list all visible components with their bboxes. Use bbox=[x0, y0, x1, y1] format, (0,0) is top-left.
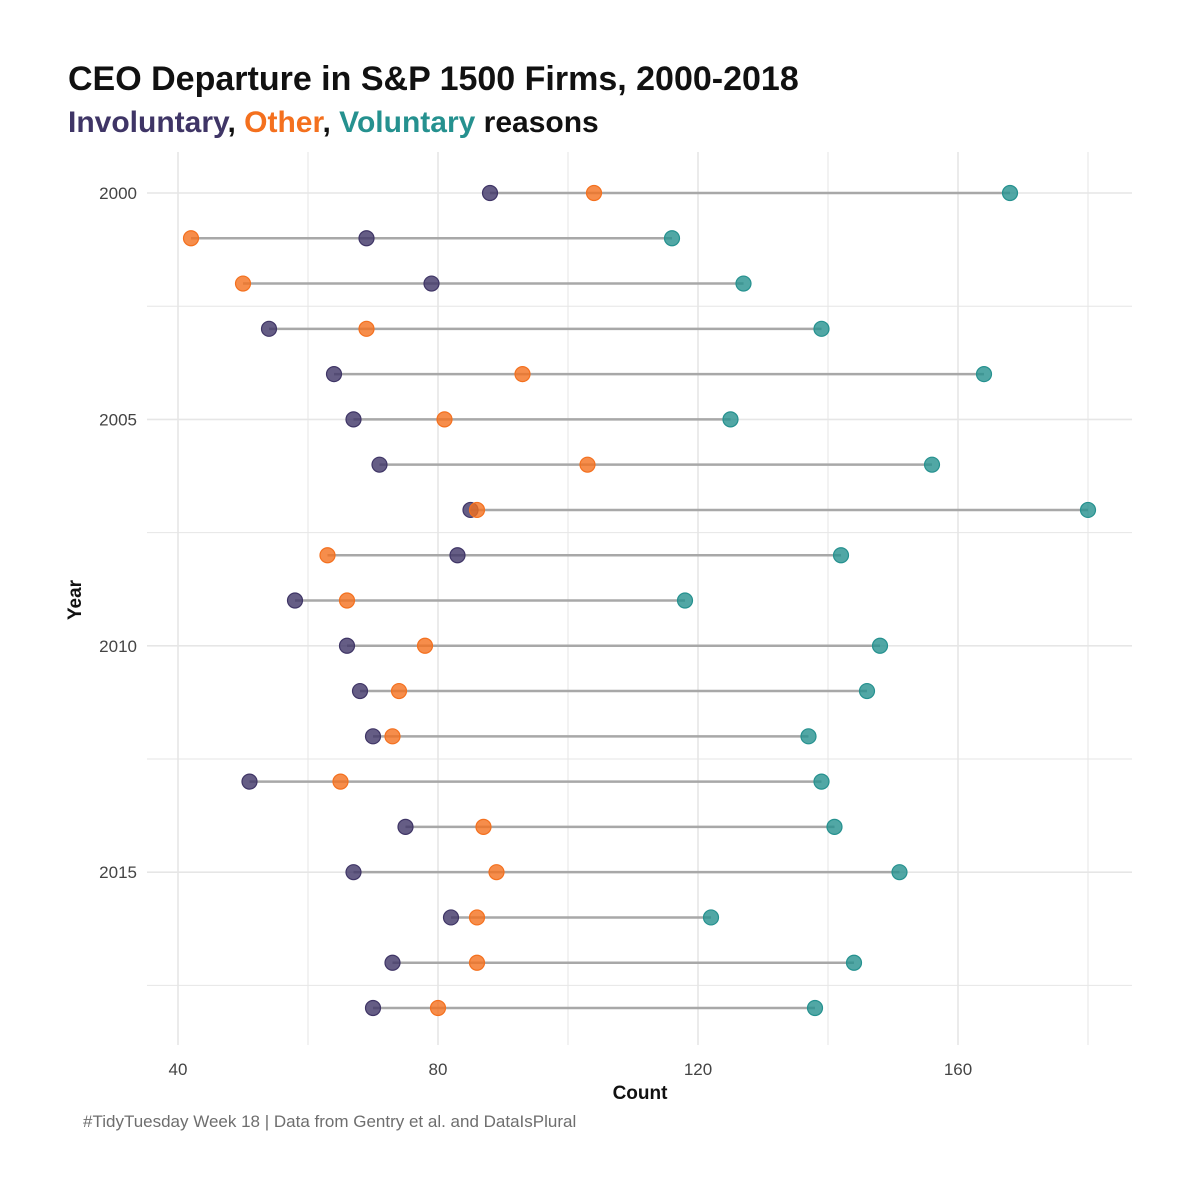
voluntary-point bbox=[1079, 501, 1097, 519]
other-point bbox=[468, 501, 486, 519]
voluntary-point bbox=[676, 592, 694, 609]
other-point bbox=[585, 184, 603, 202]
voluntary-point bbox=[871, 637, 889, 654]
voluntary-point bbox=[806, 999, 824, 1017]
involuntary-point bbox=[481, 184, 499, 202]
involuntary-point bbox=[371, 456, 388, 473]
other-point bbox=[416, 637, 434, 654]
other-point bbox=[182, 230, 200, 247]
y-tick-label: 2015 bbox=[99, 863, 137, 882]
segments bbox=[191, 191, 1088, 1010]
voluntary-point bbox=[702, 909, 720, 926]
voluntary-point bbox=[845, 954, 863, 971]
other-point bbox=[234, 275, 252, 292]
subtitle-voluntary: Voluntary bbox=[339, 106, 476, 139]
y-axis-title: Year bbox=[65, 579, 86, 620]
other-point bbox=[390, 682, 408, 700]
x-tick-label: 160 bbox=[944, 1060, 972, 1079]
x-tick-label: 80 bbox=[429, 1060, 448, 1079]
subtitle-suffix: reasons bbox=[475, 106, 599, 139]
involuntary-point bbox=[286, 592, 304, 609]
x-tick-label: 40 bbox=[169, 1060, 188, 1079]
chart-caption: #TidyTuesday Week 18 | Data from Gentry … bbox=[83, 1112, 577, 1131]
subtitle-separator: , bbox=[227, 106, 245, 139]
other-point bbox=[475, 818, 492, 835]
subtitle-other: Other bbox=[244, 106, 323, 139]
involuntary-point bbox=[260, 320, 278, 337]
y-tick-label: 2000 bbox=[99, 184, 137, 203]
voluntary-point bbox=[813, 320, 830, 337]
voluntary-point bbox=[800, 728, 817, 745]
other-point bbox=[468, 954, 486, 971]
x-axis-ticks: 40 80 120 160 bbox=[169, 1060, 973, 1079]
voluntary-point bbox=[663, 230, 681, 247]
other-point bbox=[429, 999, 447, 1017]
y-tick-label: 2010 bbox=[99, 637, 137, 656]
involuntary-point bbox=[351, 682, 369, 700]
involuntary-point bbox=[338, 637, 356, 654]
other-point bbox=[436, 411, 453, 428]
points bbox=[182, 184, 1097, 1017]
subtitle-involuntary: Involuntary bbox=[68, 106, 228, 139]
voluntary-point bbox=[722, 411, 739, 428]
involuntary-point bbox=[364, 728, 382, 745]
voluntary-point bbox=[891, 864, 908, 881]
involuntary-point bbox=[345, 864, 362, 881]
involuntary-point bbox=[325, 366, 343, 383]
other-point bbox=[468, 909, 486, 926]
involuntary-point bbox=[442, 909, 460, 926]
other-point bbox=[579, 456, 596, 473]
voluntary-point bbox=[923, 456, 941, 473]
x-tick-label: 120 bbox=[684, 1060, 712, 1079]
involuntary-point bbox=[397, 818, 414, 835]
involuntary-point bbox=[423, 275, 440, 292]
y-axis-ticks: 2000 2005 2010 2015 bbox=[99, 184, 137, 882]
other-point bbox=[358, 320, 375, 337]
involuntary-point bbox=[384, 954, 401, 971]
voluntary-point bbox=[975, 366, 993, 383]
involuntary-point bbox=[241, 773, 258, 790]
y-tick-label: 2005 bbox=[99, 410, 137, 429]
voluntary-point bbox=[858, 682, 876, 700]
subtitle-separator: , bbox=[322, 106, 340, 139]
voluntary-point bbox=[832, 547, 850, 564]
other-point bbox=[488, 864, 505, 881]
other-point bbox=[338, 592, 356, 609]
voluntary-point bbox=[826, 818, 843, 835]
chart-subtitle: Involuntary, Other, Voluntary reasons bbox=[68, 106, 599, 140]
other-point bbox=[319, 547, 336, 564]
involuntary-point bbox=[358, 230, 375, 247]
involuntary-point bbox=[345, 411, 362, 428]
voluntary-point bbox=[1001, 184, 1019, 202]
other-point bbox=[514, 366, 531, 383]
chart-title: CEO Departure in S&P 1500 Firms, 2000-20… bbox=[68, 60, 799, 98]
x-axis-title: Count bbox=[613, 1083, 669, 1104]
other-point bbox=[332, 773, 349, 790]
voluntary-point bbox=[735, 275, 752, 292]
voluntary-point bbox=[813, 773, 830, 790]
involuntary-point bbox=[449, 547, 466, 564]
other-point bbox=[384, 728, 401, 745]
involuntary-point bbox=[364, 999, 382, 1017]
